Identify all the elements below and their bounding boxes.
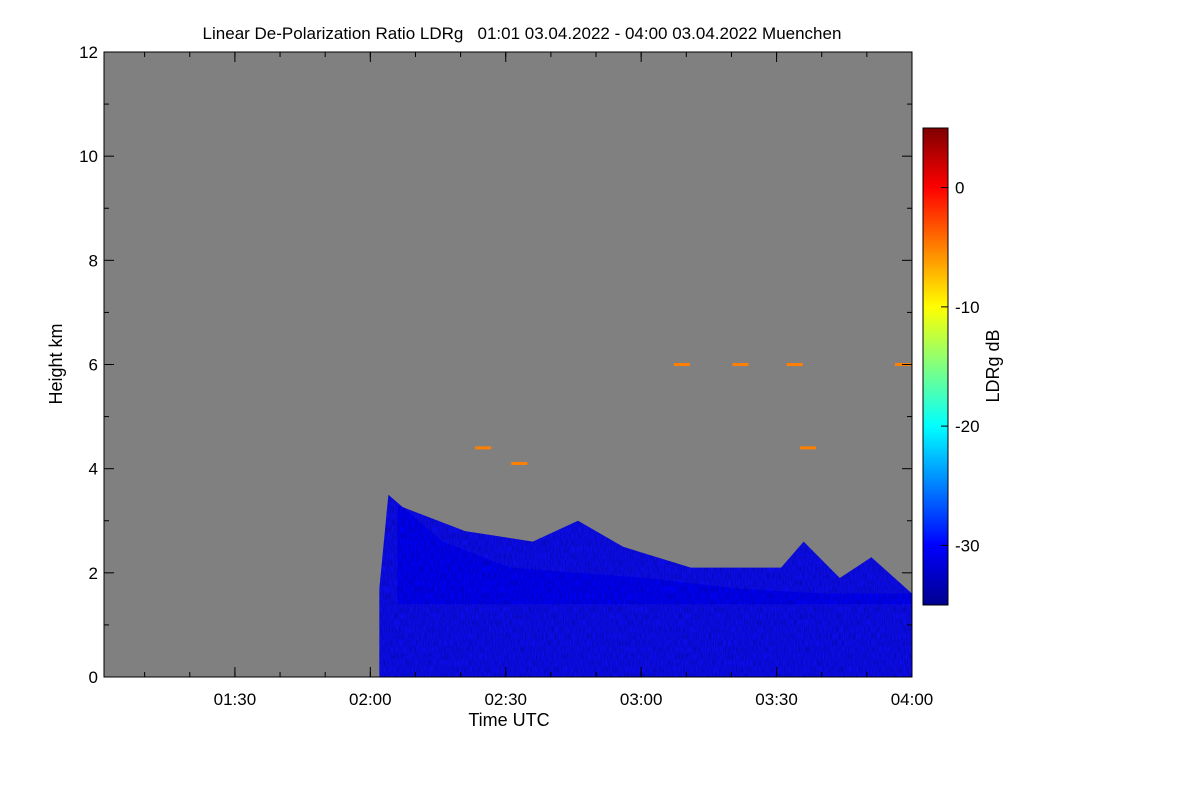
x-tick-label: 03:00 [620, 690, 663, 709]
y-tick-label: 2 [89, 564, 98, 583]
colorbar-label: LDRg dB [983, 329, 1003, 402]
feature-point [786, 363, 803, 366]
heatmap-data [379, 363, 913, 677]
colorbar-axis: 0 -10 -20 -30 [941, 179, 980, 555]
x-axis-label: Time UTC [468, 710, 549, 730]
x-tick-label: 04:00 [891, 690, 934, 709]
colorbar-tick-label: -30 [955, 536, 980, 555]
feature-point [673, 363, 690, 366]
feature-point [800, 446, 817, 450]
x-tick-label: 03:30 [755, 690, 798, 709]
colorbar-tick-label: -20 [955, 417, 980, 436]
y-tick-label: 12 [79, 43, 98, 62]
colorbar [922, 127, 949, 606]
y-axis-label: Height km [46, 323, 66, 404]
y-tick-label: 10 [79, 147, 98, 166]
colorbar-tick-label: -10 [955, 298, 980, 317]
y-tick-label: 6 [89, 356, 98, 375]
x-axis: 01:30 02:00 02:30 03:00 03:30 04:00 [144, 52, 934, 709]
feature-point [475, 446, 492, 450]
x-tick-label: 02:00 [349, 690, 392, 709]
y-axis: 0 2 4 6 8 10 12 [79, 43, 912, 687]
layer-texture [397, 505, 912, 605]
chart-title: Linear De-Polarization Ratio LDRg 01:01 … [203, 24, 842, 43]
y-tick-label: 8 [89, 251, 98, 270]
y-tick-label: 0 [89, 668, 98, 687]
x-tick-label: 01:30 [214, 690, 257, 709]
feature-point [511, 461, 528, 465]
colorbar-tick-label: 0 [955, 179, 964, 198]
x-tick-label: 02:30 [484, 690, 527, 709]
y-tick-label: 4 [89, 460, 98, 479]
feature-point [732, 363, 749, 366]
